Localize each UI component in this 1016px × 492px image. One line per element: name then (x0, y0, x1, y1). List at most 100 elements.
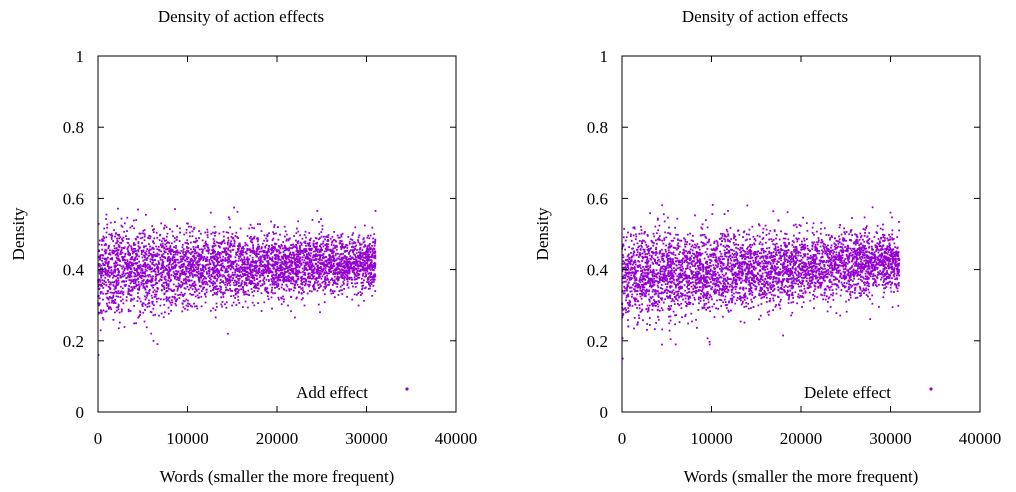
data-point (788, 285, 791, 287)
data-point (143, 295, 146, 298)
data-point (331, 256, 334, 259)
data-point (222, 274, 225, 277)
data-point (313, 286, 315, 289)
data-point (125, 277, 128, 280)
data-point (133, 262, 136, 265)
data-point (322, 269, 324, 272)
data-point (100, 264, 103, 267)
data-point (216, 253, 219, 256)
data-point (238, 277, 241, 280)
data-point (206, 244, 209, 246)
data-point (157, 273, 160, 276)
data-point (662, 242, 665, 245)
data-point (303, 248, 306, 251)
data-point (283, 235, 286, 238)
data-point (698, 251, 701, 254)
data-point (704, 262, 707, 264)
data-point (263, 256, 266, 258)
data-point (252, 247, 255, 250)
data-point (298, 271, 301, 274)
data-point (179, 255, 182, 258)
data-point (366, 257, 369, 260)
data-point (332, 254, 334, 257)
data-point (170, 279, 172, 281)
data-point (363, 299, 365, 302)
data-point (128, 293, 131, 295)
data-point (330, 244, 333, 246)
data-point (112, 250, 115, 252)
data-point (167, 298, 169, 301)
data-point (148, 302, 151, 305)
data-point (102, 254, 105, 257)
data-point (282, 267, 285, 270)
data-point (212, 270, 215, 273)
data-point (242, 251, 245, 254)
data-point (152, 263, 155, 266)
data-point (308, 290, 311, 292)
data-point (283, 225, 286, 228)
data-point (220, 266, 223, 269)
data-point (244, 242, 247, 244)
data-point (162, 253, 165, 255)
data-point (727, 261, 729, 264)
data-point (187, 276, 190, 278)
data-point (106, 302, 108, 305)
data-point (229, 265, 232, 267)
data-point (348, 278, 351, 281)
data-point (256, 255, 258, 258)
data-point (235, 276, 238, 279)
data-point (117, 279, 120, 282)
data-point (659, 287, 662, 289)
data-point (258, 280, 261, 283)
data-point (871, 294, 874, 297)
data-point (98, 249, 100, 252)
data-point (226, 284, 229, 287)
data-point (292, 270, 294, 273)
data-point (306, 242, 309, 245)
data-point (722, 280, 724, 283)
data-point (285, 262, 288, 264)
data-point (157, 246, 160, 248)
data-point (249, 254, 252, 257)
data-point (250, 276, 253, 279)
data-point (239, 227, 242, 230)
data-point (317, 280, 320, 283)
data-point (254, 284, 257, 287)
data-point (302, 249, 305, 252)
data-point (237, 264, 240, 267)
data-point (352, 251, 354, 254)
data-point (192, 266, 195, 269)
data-point (710, 264, 712, 267)
data-point (228, 265, 230, 267)
data-point (252, 294, 255, 297)
data-point (192, 276, 194, 278)
data-point (107, 298, 110, 301)
data-point (106, 226, 108, 229)
data-point (262, 254, 264, 257)
data-point (212, 287, 215, 290)
data-point (328, 256, 331, 259)
data-point (314, 288, 317, 291)
data-point (185, 270, 188, 273)
data-point (356, 269, 359, 272)
data-point (181, 243, 184, 246)
data-point (153, 268, 156, 271)
data-point (703, 233, 706, 236)
data-point (342, 253, 344, 255)
data-point (754, 295, 757, 298)
data-point (156, 236, 159, 239)
data-point (285, 289, 288, 292)
data-point (313, 267, 316, 269)
data-point (158, 262, 160, 264)
data-point (165, 281, 168, 284)
data-point (210, 268, 213, 271)
data-point (165, 242, 168, 245)
data-point (163, 292, 166, 295)
data-point (349, 258, 351, 260)
data-point (373, 269, 375, 271)
data-point (183, 292, 186, 295)
data-point (236, 254, 238, 256)
data-point (140, 274, 143, 277)
data-point (266, 234, 268, 237)
data-point (374, 255, 377, 258)
